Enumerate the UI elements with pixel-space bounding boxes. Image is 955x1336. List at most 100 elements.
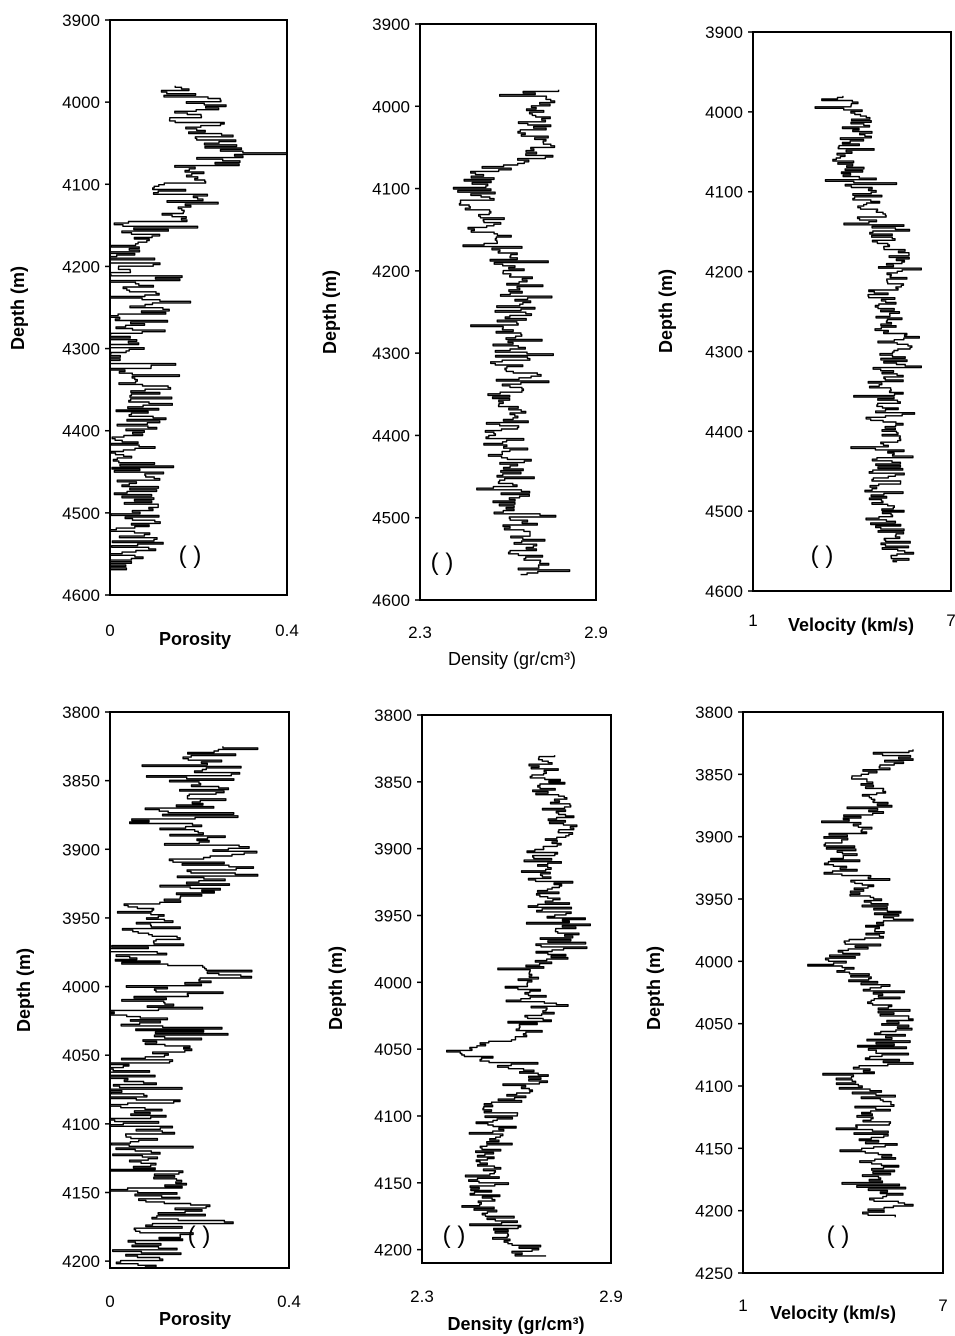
y-tick-label: 4200 <box>374 1241 412 1260</box>
x-tick-label: 0 <box>105 1292 114 1311</box>
y-tick-label: 3850 <box>695 765 733 784</box>
y-tick-label: 3850 <box>62 772 100 791</box>
y-tick-label: 3900 <box>372 15 410 34</box>
panel-top-porosity: 3900 4000 4100 4200 4300 4400 4500 4600 0 0.4 Dept… <box>8 11 299 649</box>
panel-label: ( ) <box>827 1222 850 1249</box>
x-tick-label: 1 <box>748 611 757 630</box>
y-axis-label: Depth (m) <box>326 946 346 1030</box>
log-trace-bottom-velocity <box>807 749 914 1218</box>
log-trace-bottom-porosity <box>109 746 259 1268</box>
log-trace-bottom-density <box>446 755 591 1257</box>
plot-frame <box>421 714 612 1264</box>
y-tick-label: 4000 <box>374 973 412 992</box>
x-axis-label: Porosity <box>159 629 231 649</box>
x-tick-label: 2.3 <box>410 1287 434 1306</box>
panel-label: ( ) <box>188 1222 211 1249</box>
y-tick-label: 4500 <box>372 509 410 528</box>
x-tick-label: 2.9 <box>584 623 608 642</box>
plot-frame <box>752 31 952 592</box>
y-tick-label: 3950 <box>695 890 733 909</box>
x-axis-label: Velocity (km/s) <box>770 1303 896 1323</box>
y-tick-label: 4150 <box>374 1174 412 1193</box>
y-tick-label: 4000 <box>695 952 733 971</box>
y-tick-label: 3800 <box>374 706 412 725</box>
y-tick-label: 3900 <box>374 840 412 859</box>
plot-frame <box>109 711 290 1269</box>
y-tick-label: 4150 <box>62 1183 100 1202</box>
y-tick-label: 4300 <box>372 344 410 363</box>
panel-label: ( ) <box>443 1222 466 1249</box>
y-tick-label: 4050 <box>374 1040 412 1059</box>
y-axis-label: Depth (m) <box>644 946 664 1030</box>
y-tick-label: 3900 <box>695 828 733 847</box>
log-trace-top-porosity <box>109 85 288 571</box>
y-axis-label: Depth (m) <box>320 270 340 354</box>
y-tick-label: 4000 <box>372 97 410 116</box>
y-tick-label: 4100 <box>372 180 410 199</box>
y-tick-label: 3850 <box>374 773 412 792</box>
x-tick-label: 0.4 <box>277 1292 301 1311</box>
x-tick-label: 2.9 <box>599 1287 623 1306</box>
plot-frame <box>742 711 944 1274</box>
panel-top-velocity: 3900 4000 4100 4200 4300 4400 4500 4600 1 7 Depth … <box>656 23 955 635</box>
log-trace-top-density <box>452 89 571 576</box>
y-tick-label: 4100 <box>374 1107 412 1126</box>
y-tick-label: 4150 <box>695 1139 733 1158</box>
panel-bottom-porosity: 3800 3850 3900 3950 4000 4050 4100 4150 4200 0 0.4… <box>14 703 301 1329</box>
x-tick-label: 0 <box>105 621 114 640</box>
y-tick-label: 4400 <box>372 426 410 445</box>
x-tick-label: 7 <box>938 1296 947 1315</box>
y-tick-label: 4250 <box>695 1264 733 1283</box>
y-tick-label: 4000 <box>705 103 743 122</box>
y-tick-label: 4200 <box>705 263 743 282</box>
panel-bottom-density: 3800 3850 3900 3950 4000 4050 4100 4150 4200 2.3 2… <box>326 706 623 1334</box>
y-tick-label: 4200 <box>62 257 100 276</box>
y-tick-label: 4050 <box>695 1015 733 1034</box>
y-tick-label: 4500 <box>705 502 743 521</box>
x-tick-label: 0.4 <box>275 621 299 640</box>
panel-label: ( ) <box>179 542 202 569</box>
y-tick-label: 4200 <box>372 262 410 281</box>
y-tick-label: 4600 <box>62 586 100 605</box>
x-axis-label: Porosity <box>159 1309 231 1329</box>
panel-bottom-velocity: 3800 3850 3900 3950 4000 4050 4100 4150 4200 4250… <box>644 703 948 1323</box>
x-axis-label: Density (gr/cm³) <box>447 1314 584 1334</box>
panel-label: ( ) <box>811 542 834 569</box>
y-tick-label: 4400 <box>62 422 100 441</box>
y-tick-label: 4600 <box>705 582 743 601</box>
y-tick-label: 3950 <box>374 906 412 925</box>
y-tick-label: 3800 <box>62 703 100 722</box>
y-axis-label: Depth (m) <box>14 948 34 1032</box>
x-tick-label: 2.3 <box>408 623 432 642</box>
y-tick-label: 3800 <box>695 703 733 722</box>
y-tick-label: 4100 <box>62 1115 100 1134</box>
y-tick-label: 4300 <box>62 340 100 359</box>
y-tick-label: 4400 <box>705 422 743 441</box>
y-tick-label: 4200 <box>62 1252 100 1271</box>
x-axis-label: Velocity (km/s) <box>788 615 914 635</box>
y-axis-label: Depth (m) <box>8 266 28 350</box>
y-tick-label: 4200 <box>695 1202 733 1221</box>
x-axis-label: Density (gr/cm³) <box>448 649 576 669</box>
y-tick-label: 4500 <box>62 504 100 523</box>
y-axis-label: Depth (m) <box>656 269 676 353</box>
y-tick-label: 3900 <box>705 23 743 42</box>
y-tick-label: 3900 <box>62 11 100 30</box>
y-tick-label: 4100 <box>695 1077 733 1096</box>
log-trace-top-velocity <box>814 95 922 563</box>
y-tick-label: 4600 <box>372 591 410 610</box>
y-tick-label: 4050 <box>62 1046 100 1065</box>
panel-top-density: 3900 4000 4100 4200 4300 4400 4500 4600 2.3 2.9 De… <box>320 15 608 669</box>
panel-label: ( ) <box>431 549 454 576</box>
y-tick-label: 4000 <box>62 93 100 112</box>
y-tick-label: 4000 <box>62 978 100 997</box>
x-tick-label: 7 <box>946 611 955 630</box>
plot-frame <box>419 23 597 601</box>
y-tick-label: 4100 <box>705 183 743 202</box>
plot-frame <box>109 19 288 596</box>
y-tick-label: 3950 <box>62 909 100 928</box>
y-tick-label: 3900 <box>62 840 100 859</box>
x-tick-label: 1 <box>738 1296 747 1315</box>
y-tick-label: 4300 <box>705 342 743 361</box>
